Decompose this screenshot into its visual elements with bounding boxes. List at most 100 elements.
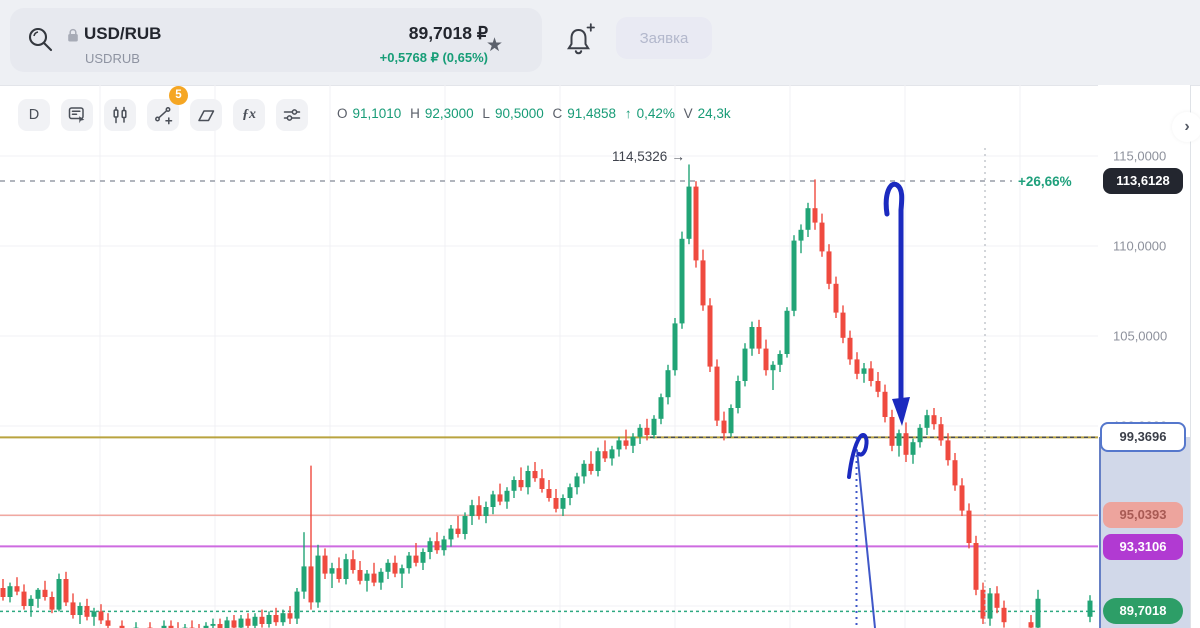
candle — [574, 476, 580, 488]
candle — [329, 568, 335, 574]
candle — [49, 597, 55, 610]
candle — [35, 589, 41, 599]
candle — [672, 323, 678, 371]
high-label: H — [410, 106, 420, 121]
candle — [406, 555, 412, 569]
price-badge-outline-blue: 99,3696 — [1100, 422, 1186, 452]
candle — [63, 579, 69, 603]
instrument-card[interactable]: USD/RUB USDRUB 89,7018 ₽ +0,5768 ₽ (0,65… — [10, 8, 542, 72]
candle — [763, 348, 769, 371]
candle — [0, 588, 6, 597]
candle — [931, 415, 937, 425]
candle — [168, 625, 174, 628]
candle — [665, 370, 671, 398]
high-watermark-label: 114,5326 → — [612, 149, 685, 164]
candle — [854, 359, 860, 374]
candle — [91, 611, 97, 617]
candle — [1087, 600, 1093, 617]
candle — [833, 283, 839, 313]
price-axis[interactable]: 115,0000110,0000105,0000100,0000113,6128… — [1098, 85, 1190, 628]
candle — [770, 364, 776, 371]
candle — [819, 222, 825, 252]
alert-bell-icon[interactable] — [563, 22, 597, 58]
right-arrow-icon: → — [671, 149, 685, 164]
candle — [308, 566, 314, 603]
candle — [959, 485, 965, 511]
lock-icon — [68, 28, 78, 42]
candle — [882, 391, 888, 417]
candle — [245, 618, 251, 626]
candle — [371, 573, 377, 583]
candle — [630, 436, 636, 446]
candle — [581, 463, 587, 477]
candle — [336, 568, 342, 579]
candle — [511, 480, 517, 491]
timeframe-button[interactable]: D — [18, 99, 50, 131]
candle — [378, 571, 384, 583]
candle — [539, 478, 545, 489]
candles-style-button[interactable] — [104, 99, 136, 131]
collapse-panel-chevron[interactable]: › — [1172, 112, 1200, 142]
candle — [224, 620, 230, 628]
candle — [679, 238, 685, 324]
candle — [616, 440, 622, 450]
chart-type-button[interactable] — [61, 99, 93, 131]
last-price: 89,7018 ₽ — [408, 23, 488, 43]
candle — [910, 442, 916, 455]
order-button[interactable]: Заявка — [616, 17, 712, 59]
candle — [42, 589, 48, 597]
trendline-tool-button[interactable] — [147, 99, 179, 131]
candle — [518, 480, 524, 488]
indicators-button[interactable]: ƒx — [233, 99, 265, 131]
chart-panel-cursor-icon — [68, 107, 85, 124]
candle — [973, 543, 979, 590]
change-pct: 0,42% — [636, 106, 675, 121]
candle — [812, 208, 818, 223]
candle — [952, 460, 958, 486]
open-value: 91,1010 — [352, 106, 402, 121]
candle — [350, 559, 356, 570]
candle — [315, 555, 321, 603]
candle — [728, 408, 734, 434]
close-label: C — [552, 106, 563, 121]
candle — [77, 606, 83, 615]
candle — [525, 471, 531, 488]
candle — [287, 613, 293, 619]
candle — [595, 451, 601, 471]
chart-settings-button[interactable] — [276, 99, 308, 131]
candle — [826, 251, 832, 284]
price-badge-dark: 113,6128 — [1103, 168, 1183, 194]
candle — [357, 570, 363, 581]
candlestick-chart[interactable] — [0, 85, 1098, 628]
axis-tick-label: 105,0000 — [1113, 328, 1168, 344]
drawing-squiggle — [847, 433, 869, 479]
candle — [637, 427, 643, 437]
candle — [644, 427, 650, 435]
candle — [7, 586, 13, 597]
drawing-arrow-head — [892, 397, 910, 426]
candle — [462, 516, 468, 534]
candle — [700, 260, 706, 306]
candle — [504, 490, 510, 502]
candle — [413, 555, 419, 563]
candle — [427, 541, 433, 552]
candle — [469, 505, 475, 516]
candle — [217, 624, 223, 628]
change-arrow-icon: ↑ — [624, 106, 632, 121]
candle — [448, 528, 454, 540]
candle — [364, 573, 370, 581]
candle — [945, 440, 951, 461]
candle — [546, 489, 552, 498]
candle — [805, 208, 811, 230]
candle — [938, 424, 944, 441]
candle — [567, 487, 573, 498]
favorite-star-icon[interactable]: ★ — [486, 35, 504, 56]
header-divider — [0, 85, 1200, 86]
candle — [343, 559, 349, 579]
search-icon[interactable] — [26, 25, 56, 55]
shape-tool-button[interactable] — [190, 99, 222, 131]
candle — [924, 415, 930, 428]
candle — [490, 494, 496, 507]
candle — [868, 368, 874, 381]
price-badge-green: 89,7018 — [1103, 598, 1183, 624]
